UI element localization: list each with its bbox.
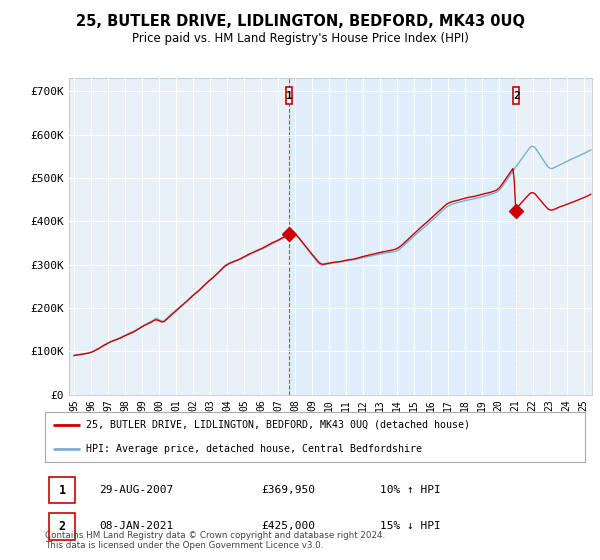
Text: 08-JAN-2021: 08-JAN-2021 — [99, 521, 173, 531]
FancyBboxPatch shape — [49, 513, 75, 540]
Text: Price paid vs. HM Land Registry's House Price Index (HPI): Price paid vs. HM Land Registry's House … — [131, 32, 469, 45]
Text: HPI: Average price, detached house, Central Bedfordshire: HPI: Average price, detached house, Cent… — [86, 444, 421, 454]
Text: 25, BUTLER DRIVE, LIDLINGTON, BEDFORD, MK43 0UQ (detached house): 25, BUTLER DRIVE, LIDLINGTON, BEDFORD, M… — [86, 419, 470, 430]
Text: 2: 2 — [59, 520, 66, 533]
Text: 25, BUTLER DRIVE, LIDLINGTON, BEDFORD, MK43 0UQ: 25, BUTLER DRIVE, LIDLINGTON, BEDFORD, M… — [76, 14, 524, 29]
Text: £425,000: £425,000 — [261, 521, 315, 531]
Text: 1: 1 — [286, 91, 293, 101]
Text: £369,950: £369,950 — [261, 485, 315, 495]
Text: 29-AUG-2007: 29-AUG-2007 — [99, 485, 173, 495]
FancyBboxPatch shape — [286, 87, 292, 104]
Text: 2: 2 — [513, 91, 520, 101]
Text: Contains HM Land Registry data © Crown copyright and database right 2024.
This d: Contains HM Land Registry data © Crown c… — [45, 530, 385, 550]
Text: 1: 1 — [59, 483, 66, 497]
Text: 10% ↑ HPI: 10% ↑ HPI — [380, 485, 440, 495]
Text: 15% ↓ HPI: 15% ↓ HPI — [380, 521, 440, 531]
FancyBboxPatch shape — [513, 87, 519, 104]
Bar — [289, 78, 516, 395]
FancyBboxPatch shape — [49, 477, 75, 503]
